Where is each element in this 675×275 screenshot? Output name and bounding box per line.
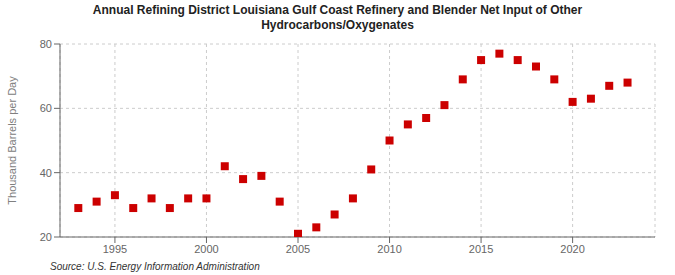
svg-text:60: 60 — [40, 102, 52, 114]
svg-text:1995: 1995 — [103, 243, 127, 255]
svg-text:20: 20 — [40, 231, 52, 243]
svg-text:40: 40 — [40, 167, 52, 179]
svg-text:2005: 2005 — [286, 243, 310, 255]
svg-text:2010: 2010 — [377, 243, 401, 255]
svg-text:2020: 2020 — [560, 243, 584, 255]
html-text:Source: U.S. Energy Informatio: Source: U.S. Energy Information Administ… — [50, 261, 260, 272]
svg-text:2000: 2000 — [194, 243, 218, 255]
svg-text:80: 80 — [40, 38, 52, 50]
html-text:Annual Refining District Louis: Annual Refining District Louisiana Gulf … — [92, 3, 583, 32]
svg-text:2015: 2015 — [469, 243, 493, 255]
svg-text:Thousand Barrels per Day: Thousand Barrels per Day — [8, 76, 18, 205]
